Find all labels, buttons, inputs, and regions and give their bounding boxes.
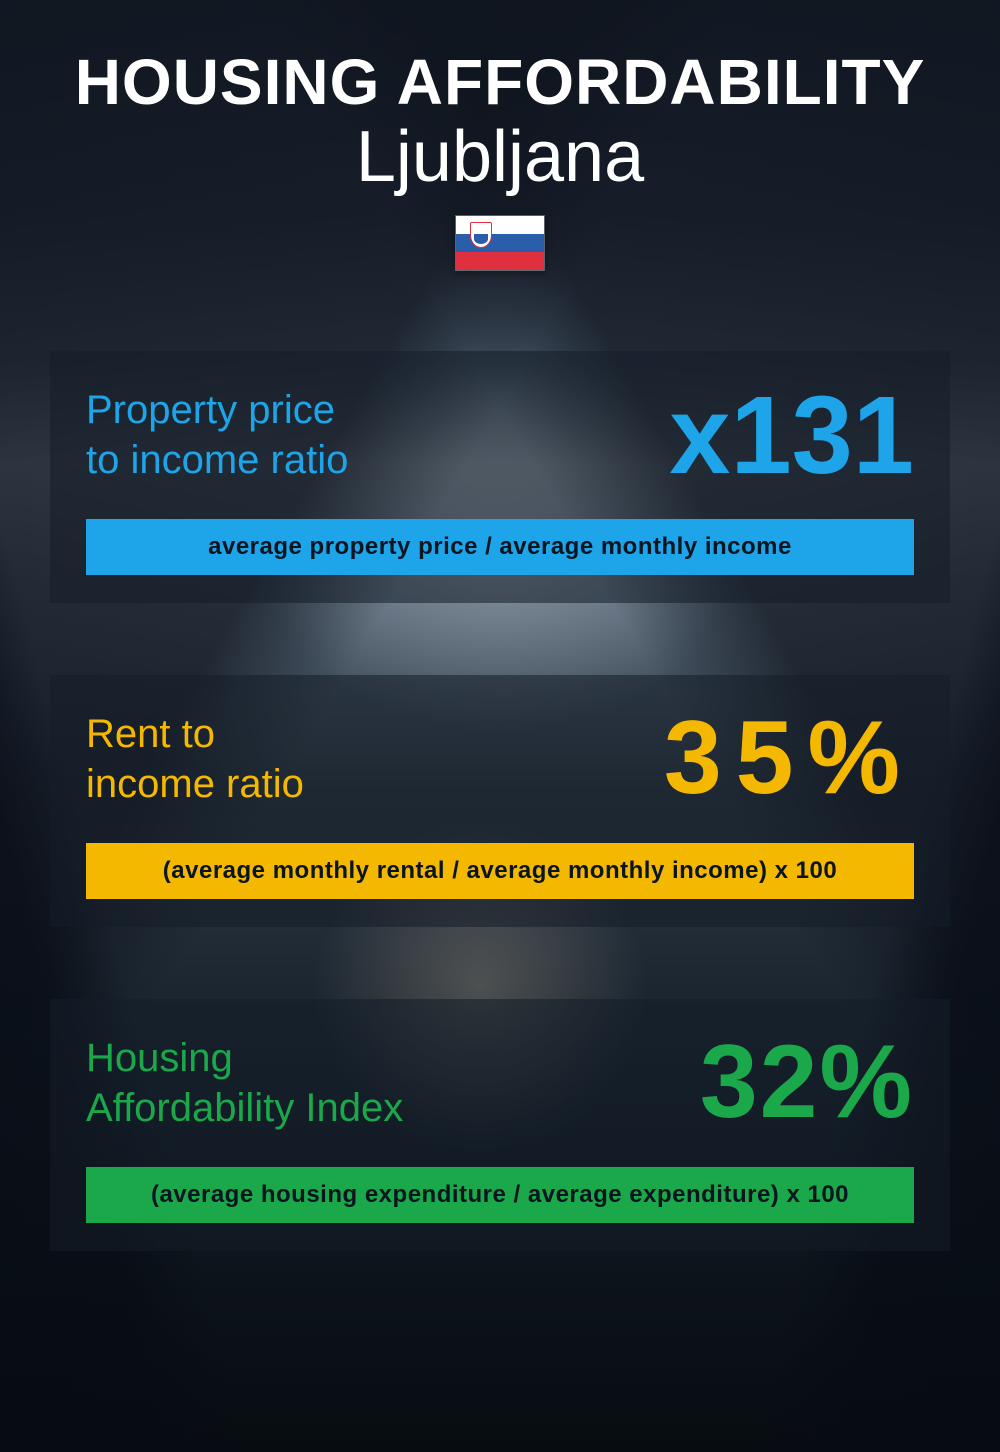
card-top-row: Property priceto income ratio x131	[86, 385, 914, 485]
metric-label: Rent toincome ratio	[86, 709, 304, 809]
metric-formula: (average monthly rental / average monthl…	[86, 843, 914, 899]
flag-emblem-icon	[470, 222, 492, 248]
metric-value: 35%	[664, 712, 914, 806]
infographic-root: HOUSING AFFORDABILITY Ljubljana Property…	[0, 0, 1000, 1452]
flag-icon	[455, 215, 545, 271]
metric-formula: average property price / average monthly…	[86, 519, 914, 575]
metric-value: x131	[669, 386, 914, 485]
metric-label: Property priceto income ratio	[86, 385, 348, 485]
metric-card-rent-income: Rent toincome ratio 35% (average monthly…	[50, 675, 950, 927]
flag-stripe-3	[456, 252, 544, 270]
metric-formula: (average housing expenditure / average e…	[86, 1167, 914, 1223]
metric-card-property-price: Property priceto income ratio x131 avera…	[50, 351, 950, 603]
metric-value: 32%	[700, 1036, 914, 1130]
metric-label: HousingAffordability Index	[86, 1033, 403, 1133]
card-top-row: HousingAffordability Index 32%	[86, 1033, 914, 1133]
card-top-row: Rent toincome ratio 35%	[86, 709, 914, 809]
main-title: HOUSING AFFORDABILITY	[50, 50, 950, 114]
city-subtitle: Ljubljana	[50, 118, 950, 197]
metric-card-affordability-index: HousingAffordability Index 32% (average …	[50, 999, 950, 1251]
header: HOUSING AFFORDABILITY Ljubljana	[50, 50, 950, 271]
